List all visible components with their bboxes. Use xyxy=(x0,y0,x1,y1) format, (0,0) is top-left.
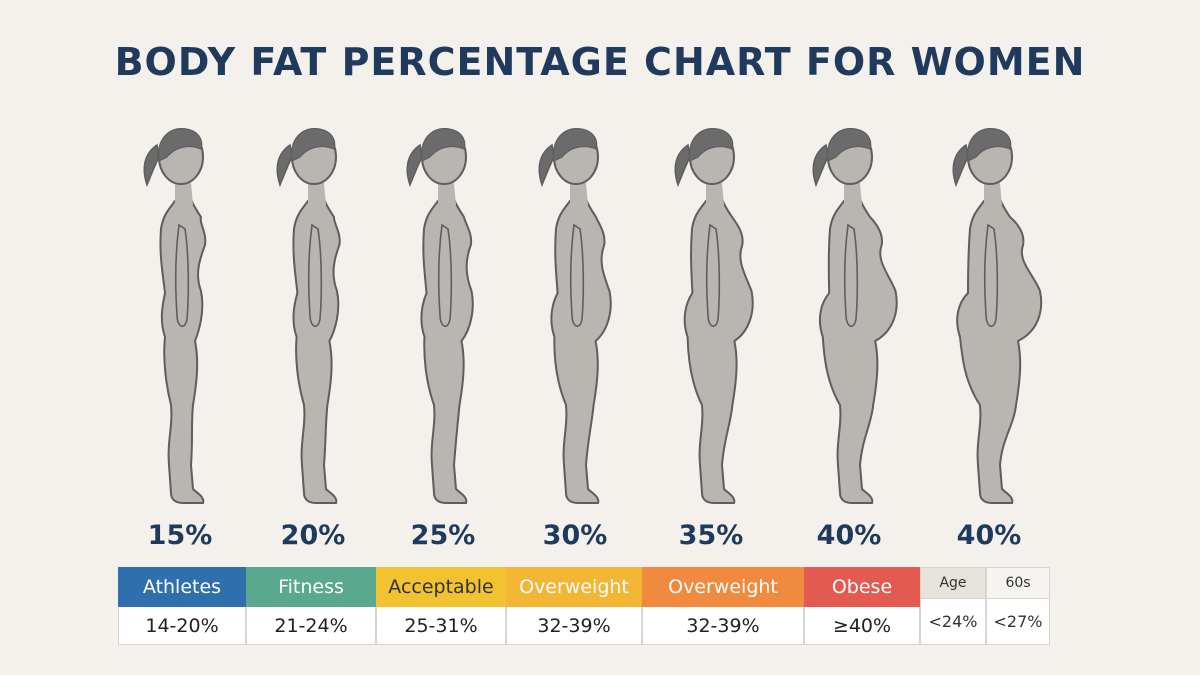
age-header: Age xyxy=(920,567,986,599)
silhouette-figure xyxy=(500,105,650,515)
silhouette-figure xyxy=(238,105,388,515)
body-shape xyxy=(550,197,612,504)
neck xyxy=(438,183,456,205)
hair xyxy=(688,127,734,162)
category-label: Obese xyxy=(831,576,893,598)
category-acceptable: Acceptable xyxy=(376,567,506,607)
category-label: Overweight xyxy=(519,576,629,598)
range-overweight-2: 32-39% xyxy=(642,607,804,645)
body-shape xyxy=(956,197,1043,504)
range-overweight-1: 32-39% xyxy=(506,607,642,645)
category-obese: Obese xyxy=(804,567,920,607)
range-obese: ≥40% xyxy=(804,607,920,645)
neck xyxy=(308,183,326,205)
percent-label: 40% xyxy=(956,520,1022,551)
category-label: Fitness xyxy=(278,576,344,598)
percent-label: 15% xyxy=(147,520,213,551)
arm xyxy=(307,223,323,327)
silhouette-figure xyxy=(774,105,924,515)
hair-ponytail xyxy=(406,143,423,188)
age-value: <24% xyxy=(920,599,986,645)
hair-ponytail xyxy=(143,143,160,188)
body-shape xyxy=(159,197,207,504)
hair xyxy=(157,127,203,162)
category-fitness: Fitness xyxy=(246,567,376,607)
silhouette-figure xyxy=(636,105,786,515)
neck xyxy=(984,183,1002,205)
neck xyxy=(175,183,193,205)
neck xyxy=(706,183,724,205)
category-label: Athletes xyxy=(142,576,222,598)
range-acceptable: 25-31% xyxy=(376,607,506,645)
percent-label: 30% xyxy=(542,520,608,551)
percent-label: 20% xyxy=(280,520,346,551)
percent-label: 35% xyxy=(678,520,744,551)
arm xyxy=(983,223,999,327)
hair-ponytail xyxy=(674,143,691,188)
hair xyxy=(290,127,336,162)
percent-label: 40% xyxy=(816,520,882,551)
neck xyxy=(570,183,588,205)
age-60s-value: <27% xyxy=(986,599,1050,645)
silhouette-figure xyxy=(105,105,255,515)
body-shape xyxy=(292,197,341,504)
category-athletes: Athletes xyxy=(118,567,246,607)
neck xyxy=(844,183,862,205)
arm xyxy=(569,223,585,327)
range-fitness: 21-24% xyxy=(246,607,376,645)
category-overweight-1: Overweight xyxy=(506,567,642,607)
body-shape xyxy=(683,197,754,504)
arm xyxy=(174,223,190,327)
body-shape xyxy=(818,197,898,504)
page-title: BODY FAT PERCENTAGE CHART FOR WOMEN xyxy=(114,40,1086,84)
body-shape xyxy=(420,197,474,504)
hair-ponytail xyxy=(538,143,555,188)
hair-ponytail xyxy=(812,143,829,188)
percent-label: 25% xyxy=(410,520,476,551)
hair xyxy=(420,127,466,162)
arm xyxy=(437,223,453,327)
category-overweight-2: Overweight xyxy=(642,567,804,607)
arm xyxy=(843,223,859,327)
hair-ponytail xyxy=(952,143,969,188)
hair xyxy=(552,127,598,162)
range-athletes: 14-20% xyxy=(118,607,246,645)
age-60s-header: 60s xyxy=(986,567,1050,599)
category-label: Acceptable xyxy=(388,576,494,598)
silhouette-figure xyxy=(368,105,518,515)
silhouette-figure xyxy=(914,105,1064,515)
arm xyxy=(705,223,721,327)
hair-ponytail xyxy=(276,143,293,188)
hair xyxy=(966,127,1012,162)
category-label: Overweight xyxy=(668,576,778,598)
hair xyxy=(826,127,872,162)
